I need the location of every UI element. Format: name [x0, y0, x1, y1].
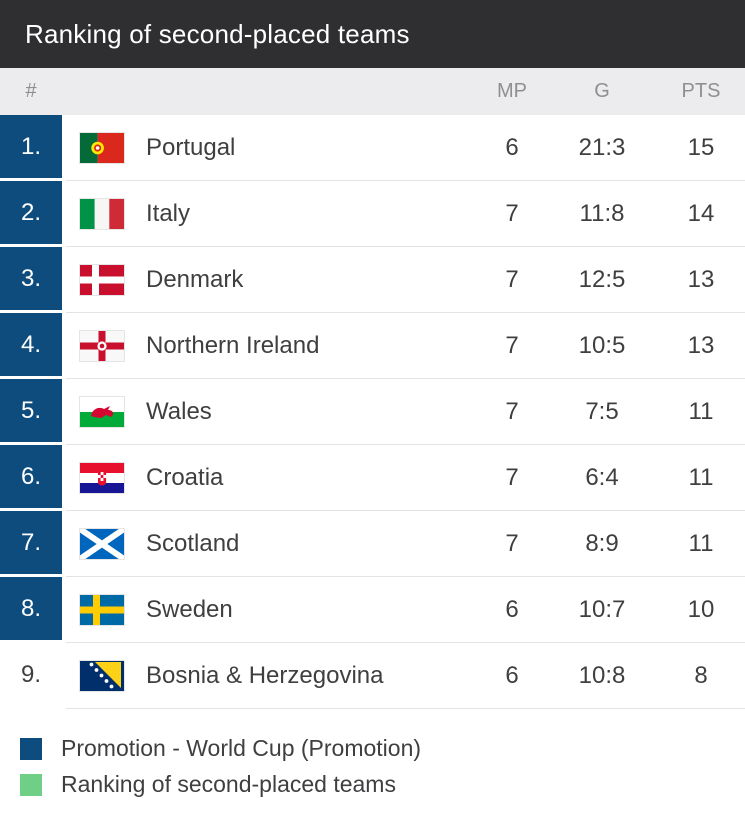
flag-croatia — [80, 462, 124, 493]
cell-goals: 10:8 — [578, 661, 626, 689]
legend-label: Promotion - World Cup (Promotion) — [61, 735, 422, 761]
table-row[interactable]: 7. Scotland 7 8:9 11 — [0, 511, 745, 577]
cell-points: 13 — [687, 265, 715, 293]
team-name: Bosnia & Herzegovina — [146, 661, 384, 689]
table-row[interactable]: 4. Northern Ireland 7 10:5 13 — [0, 313, 745, 379]
table-row[interactable]: 2. Italy 7 11:8 14 — [0, 181, 745, 247]
cell-matches-played: 7 — [505, 397, 519, 425]
flag-bosnia — [80, 660, 124, 691]
row-content: Portugal 6 21:3 15 — [66, 115, 745, 181]
table-row[interactable]: 6. Croatia 7 6:4 11 — [0, 445, 745, 511]
title-bar: Ranking of second-placed teams — [0, 0, 745, 68]
cell-points: 11 — [688, 397, 714, 425]
cell-goals: 11:8 — [579, 199, 625, 227]
legend-color-swatch — [20, 737, 42, 760]
team-name: Croatia — [146, 463, 224, 491]
flag-italy — [80, 198, 124, 229]
cell-points: 11 — [688, 529, 714, 557]
cell-matches-played: 7 — [505, 463, 519, 491]
badge-gap — [62, 445, 66, 511]
rank-badge: 7. — [0, 511, 62, 577]
column-header-mp: MP — [497, 80, 527, 102]
badge-gap — [62, 379, 66, 445]
rank-badge: 6. — [0, 445, 62, 511]
legend-color-swatch — [20, 773, 42, 796]
cell-matches-played: 6 — [505, 133, 519, 161]
legend: Promotion - World Cup (Promotion) Rankin… — [0, 709, 745, 798]
cell-goals: 21:3 — [578, 133, 626, 161]
badge-gap — [62, 181, 66, 247]
column-header-g: G — [594, 80, 610, 102]
table-row[interactable]: 5. Wales 7 7:5 11 — [0, 379, 745, 445]
table-body: 1. Portugal 6 21:3 15 2. Italy 7 11:8 14… — [0, 115, 745, 709]
badge-gap — [62, 115, 66, 181]
flag-portugal — [80, 132, 124, 163]
table-row[interactable]: 9. Bosnia & Herzegovina 6 10:8 8 — [0, 643, 745, 709]
cell-points: 13 — [687, 331, 715, 359]
table-row[interactable]: 3. Denmark 7 12:5 13 — [0, 247, 745, 313]
team-name: Portugal — [146, 133, 236, 161]
cell-points: 11 — [688, 463, 714, 491]
flag-sweden — [80, 594, 124, 625]
cell-points: 8 — [694, 661, 708, 689]
flag-wales — [80, 396, 124, 427]
cell-goals: 7:5 — [585, 397, 619, 425]
rank-badge: 8. — [0, 577, 62, 643]
row-content: Croatia 7 6:4 11 — [66, 445, 745, 511]
team-name: Sweden — [146, 595, 233, 623]
rank-badge: 2. — [0, 181, 62, 247]
cell-goals: 6:4 — [585, 463, 619, 491]
badge-gap — [62, 511, 66, 577]
cell-matches-played: 7 — [505, 265, 519, 293]
flag-northern-ireland — [80, 330, 124, 361]
badge-gap — [62, 577, 66, 643]
cell-matches-played: 6 — [505, 595, 519, 623]
cell-matches-played: 7 — [505, 199, 519, 227]
column-header-rank: # — [25, 80, 37, 102]
cell-points: 10 — [687, 595, 715, 623]
team-name: Northern Ireland — [146, 331, 320, 359]
cell-matches-played: 7 — [505, 331, 519, 359]
row-content: Bosnia & Herzegovina 6 10:8 8 — [66, 643, 745, 709]
cell-matches-played: 6 — [505, 661, 519, 689]
badge-gap — [62, 643, 66, 709]
row-content: Italy 7 11:8 14 — [66, 181, 745, 247]
row-content: Scotland 7 8:9 11 — [66, 511, 745, 577]
flag-scotland — [80, 528, 124, 559]
team-name: Denmark — [146, 265, 244, 293]
cell-matches-played: 7 — [505, 529, 519, 557]
row-content: Sweden 6 10:7 10 — [66, 577, 745, 643]
rank-badge: 4. — [0, 313, 62, 379]
cell-goals: 10:7 — [578, 595, 626, 623]
table-column-header: # MP G PTS — [0, 68, 745, 115]
cell-points: 15 — [687, 133, 715, 161]
page-title: Ranking of second-placed teams — [25, 18, 410, 49]
rank-badge: 3. — [0, 247, 62, 313]
table-row[interactable]: 8. Sweden 6 10:7 10 — [0, 577, 745, 643]
rank-badge: 9. — [20, 660, 41, 688]
row-content: Denmark 7 12:5 13 — [66, 247, 745, 313]
column-header-pts: PTS — [681, 80, 721, 102]
badge-gap — [62, 313, 66, 379]
flag-denmark — [80, 264, 124, 295]
table-row[interactable]: 1. Portugal 6 21:3 15 — [0, 115, 745, 181]
team-name: Scotland — [146, 529, 240, 557]
team-name: Italy — [146, 199, 191, 227]
row-content: Northern Ireland 7 10:5 13 — [66, 313, 745, 379]
cell-goals: 12:5 — [578, 265, 626, 293]
legend-item: Ranking of second-placed teams — [20, 771, 745, 798]
rank-badge: 5. — [0, 379, 62, 445]
legend-item: Promotion - World Cup (Promotion) — [20, 735, 745, 762]
rank-badge: 1. — [0, 115, 62, 181]
team-name: Wales — [146, 397, 212, 425]
cell-goals: 10:5 — [578, 331, 626, 359]
row-content: Wales 7 7:5 11 — [66, 379, 745, 445]
cell-points: 14 — [687, 199, 715, 227]
legend-label: Ranking of second-placed teams — [61, 771, 396, 797]
cell-goals: 8:9 — [585, 529, 619, 557]
badge-gap — [62, 247, 66, 313]
